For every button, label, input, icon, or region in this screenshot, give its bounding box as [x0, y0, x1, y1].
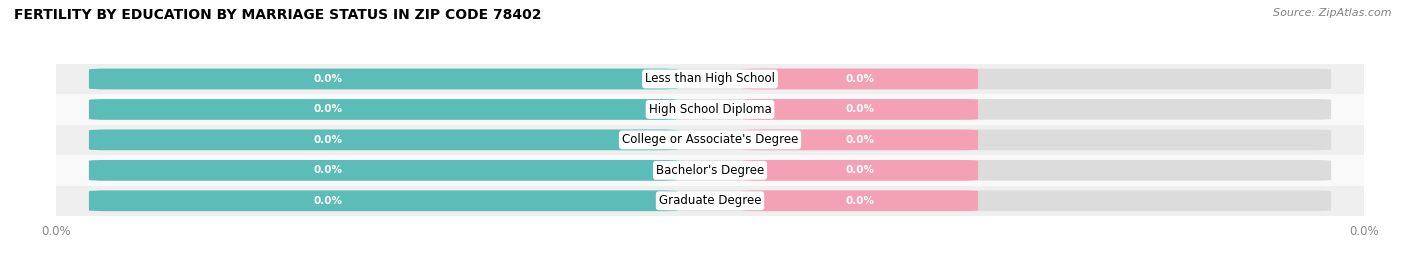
- Bar: [56, 186, 1364, 216]
- FancyBboxPatch shape: [89, 130, 1331, 150]
- FancyBboxPatch shape: [89, 130, 678, 150]
- FancyBboxPatch shape: [742, 190, 979, 211]
- Text: FERTILITY BY EDUCATION BY MARRIAGE STATUS IN ZIP CODE 78402: FERTILITY BY EDUCATION BY MARRIAGE STATU…: [14, 8, 541, 22]
- FancyBboxPatch shape: [89, 69, 678, 89]
- Text: Less than High School: Less than High School: [645, 72, 775, 86]
- Text: 0.0%: 0.0%: [846, 165, 875, 175]
- Text: High School Diploma: High School Diploma: [648, 103, 772, 116]
- Text: Source: ZipAtlas.com: Source: ZipAtlas.com: [1274, 8, 1392, 18]
- Text: 0.0%: 0.0%: [846, 196, 875, 206]
- FancyBboxPatch shape: [89, 99, 1331, 120]
- FancyBboxPatch shape: [89, 190, 678, 211]
- Text: 0.0%: 0.0%: [846, 135, 875, 145]
- FancyBboxPatch shape: [742, 99, 979, 120]
- Text: 0.0%: 0.0%: [314, 104, 343, 114]
- Text: Bachelor's Degree: Bachelor's Degree: [657, 164, 763, 177]
- FancyBboxPatch shape: [742, 130, 979, 150]
- Text: 0.0%: 0.0%: [846, 74, 875, 84]
- FancyBboxPatch shape: [742, 69, 979, 89]
- Text: 0.0%: 0.0%: [314, 135, 343, 145]
- FancyBboxPatch shape: [89, 69, 1331, 89]
- FancyBboxPatch shape: [89, 160, 678, 181]
- Text: College or Associate's Degree: College or Associate's Degree: [621, 133, 799, 146]
- FancyBboxPatch shape: [742, 160, 979, 181]
- Bar: [56, 155, 1364, 186]
- FancyBboxPatch shape: [89, 190, 1331, 211]
- Text: 0.0%: 0.0%: [846, 104, 875, 114]
- FancyBboxPatch shape: [89, 160, 1331, 181]
- Text: 0.0%: 0.0%: [314, 196, 343, 206]
- Bar: [56, 64, 1364, 94]
- Text: Graduate Degree: Graduate Degree: [659, 194, 761, 207]
- Bar: [56, 125, 1364, 155]
- FancyBboxPatch shape: [89, 99, 678, 120]
- Text: 0.0%: 0.0%: [314, 165, 343, 175]
- Text: 0.0%: 0.0%: [314, 74, 343, 84]
- Bar: [56, 94, 1364, 125]
